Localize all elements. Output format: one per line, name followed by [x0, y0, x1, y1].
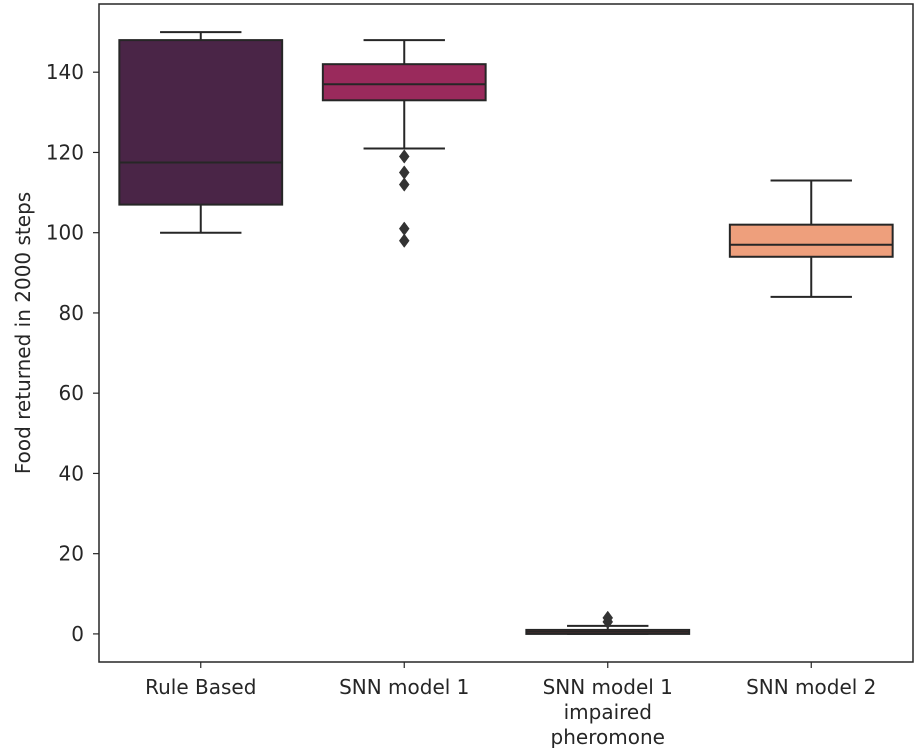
x-axis-ticks: Rule Based SNN model 1 SNN model 1 impaired…: [145, 662, 876, 748]
box-body: [321, 63, 487, 102]
outlier-point: [602, 610, 614, 626]
y-tick-label: 60: [59, 381, 84, 405]
boxes-layer: [118, 31, 894, 635]
y-tick-label: 120: [46, 140, 84, 164]
x-tick-label-line: Rule Based: [145, 675, 256, 699]
x-tick-label-line: SNN model 1: [339, 675, 469, 699]
y-tick-label: 100: [46, 221, 84, 245]
x-tick-label: SNN model 2: [746, 675, 876, 699]
x-tick-label: Rule Based: [145, 675, 256, 699]
outlier-point: [398, 149, 410, 164]
y-tick-label: 40: [59, 461, 84, 485]
y-tick-label: 20: [59, 542, 84, 566]
y-axis-ticks: 0 20 40 60 80 100 120 140: [46, 60, 99, 646]
x-tick-label-line: SNN model 1: [543, 675, 673, 699]
box-2: [321, 39, 487, 248]
outlier-point: [398, 221, 410, 236]
plot-frame: [98, 3, 914, 663]
x-tick-label: SNN model 1: [339, 675, 469, 699]
box-body: [118, 39, 284, 206]
y-tick-label: 80: [59, 301, 84, 325]
y-axis-label: Food returned in 2000 steps: [11, 192, 35, 474]
x-tick-label-line: impaired: [564, 700, 652, 724]
box-body: [728, 223, 894, 258]
box-1: [118, 31, 284, 234]
x-tick-label: SNN model 1 impaired pheromone: [543, 675, 673, 748]
box-4: [728, 179, 894, 298]
x-tick-label-line: SNN model 2: [746, 675, 876, 699]
outlier-point: [398, 165, 410, 180]
x-tick-label-line: pheromone: [551, 725, 665, 748]
outlier-point: [398, 177, 410, 192]
outlier-point: [398, 233, 410, 248]
y-tick-label: 140: [46, 60, 84, 84]
box-3: [525, 610, 691, 635]
y-tick-label: 0: [71, 622, 84, 646]
